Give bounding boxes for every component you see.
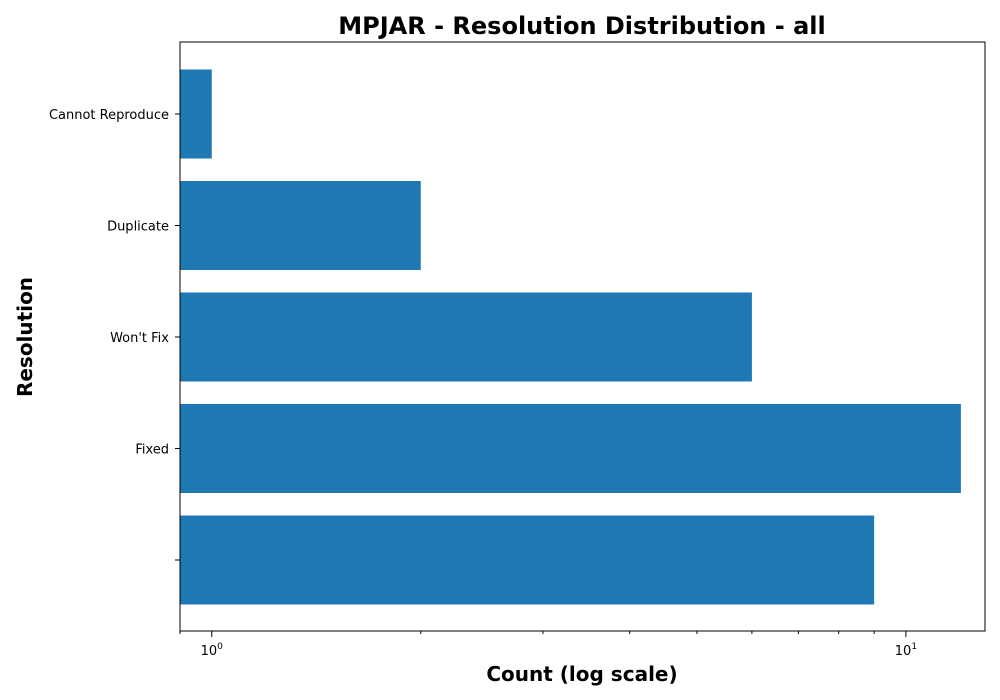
chart-title: MPJAR - Resolution Distribution - all bbox=[338, 12, 825, 40]
bars-layer bbox=[180, 69, 961, 605]
bar bbox=[180, 292, 752, 382]
x-tick-label: 100 bbox=[201, 642, 224, 659]
bar bbox=[180, 181, 421, 270]
x-axis-title: Count (log scale) bbox=[486, 662, 677, 686]
bar bbox=[180, 69, 212, 159]
y-tick-label: Fixed bbox=[135, 443, 169, 458]
y-tick-label: Cannot Reproduce bbox=[49, 108, 169, 123]
bar bbox=[180, 515, 875, 605]
y-axis-title: Resolution bbox=[13, 277, 37, 397]
x-tick-label: 101 bbox=[895, 642, 917, 659]
y-tick-label: Won't Fix bbox=[110, 331, 169, 346]
bar bbox=[180, 404, 961, 493]
x-axis-ticks: 100 101 bbox=[179, 631, 917, 659]
plot-frame bbox=[179, 41, 986, 632]
y-tick-label: Duplicate bbox=[107, 220, 169, 235]
y-axis-ticks: Cannot Reproduce Duplicate Won't Fix Fixed bbox=[49, 108, 180, 561]
